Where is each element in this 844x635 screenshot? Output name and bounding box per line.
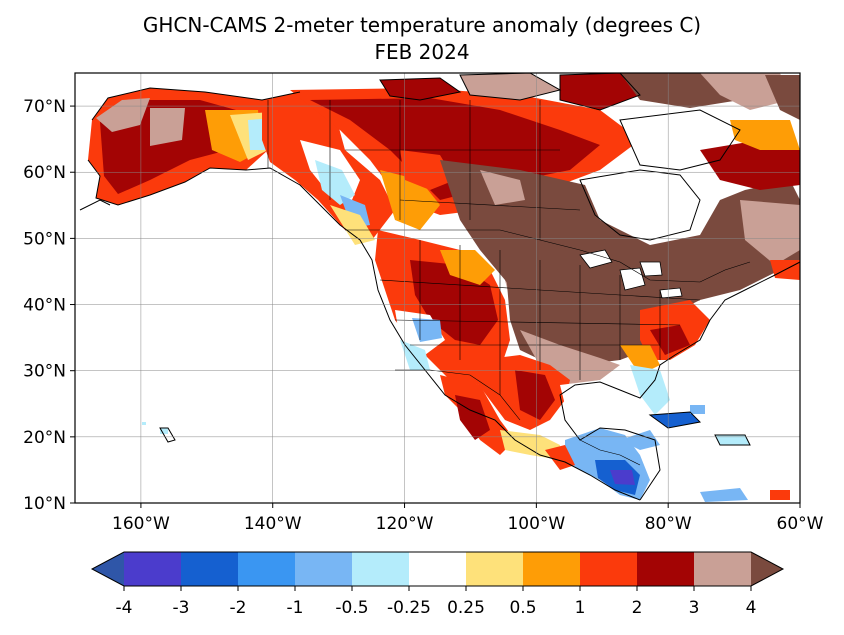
lon-tick-label: 100°W bbox=[507, 514, 565, 534]
colorbar-bin bbox=[181, 552, 239, 586]
lat-tick-label: 10°N bbox=[23, 494, 66, 514]
lat-tick-label: 50°N bbox=[23, 229, 66, 249]
colorbar-tick-label: 1 bbox=[575, 598, 586, 618]
colorbar-bin bbox=[694, 552, 752, 586]
colorbar-bin bbox=[352, 552, 410, 586]
lon-tick-label: 160°W bbox=[112, 514, 170, 534]
colorbar-tick-label: 0.5 bbox=[509, 598, 536, 618]
anomaly-field bbox=[88, 73, 800, 502]
colorbar-tick-label: -2 bbox=[230, 598, 247, 618]
lat-tick-label: 70°N bbox=[23, 97, 66, 117]
map-frame bbox=[74, 72, 801, 504]
colorbar-tick-label: 4 bbox=[746, 598, 757, 618]
political-borders bbox=[267, 100, 751, 466]
colorbar-tick-label: -1 bbox=[287, 598, 304, 618]
lat-tick-label: 30°N bbox=[23, 362, 66, 382]
colorbar-bin bbox=[637, 552, 695, 586]
coastlines bbox=[79, 73, 800, 501]
lat-tick-label: 20°N bbox=[23, 428, 66, 448]
lon-tick-label: 80°W bbox=[645, 514, 692, 534]
lon-tick-label: 120°W bbox=[376, 514, 434, 534]
lon-tick-label: 60°W bbox=[777, 514, 824, 534]
colorbar-tick-label: 3 bbox=[689, 598, 700, 618]
chart-title: GHCN-CAMS 2-meter temperature anomaly (d… bbox=[142, 13, 702, 37]
longitude-axis: 160°W 140°W 120°W 100°W 80°W 60°W bbox=[112, 503, 824, 534]
colorbar-tick-label: 2 bbox=[632, 598, 643, 618]
gridlines bbox=[75, 73, 800, 503]
chart-subtitle: FEB 2024 bbox=[374, 40, 470, 64]
colorbar-tick-label: -0.25 bbox=[387, 598, 431, 618]
lat-tick-label: 40°N bbox=[23, 296, 66, 316]
colorbar-bin bbox=[295, 552, 353, 586]
colorbar-bin bbox=[409, 552, 467, 586]
colorbar: -4 -3 -2 -1 -0.5 -0.25 0.25 0.5 1 2 3 4 bbox=[90, 551, 785, 618]
colorbar-bin bbox=[124, 552, 182, 586]
colorbar-tick-label: -4 bbox=[116, 598, 133, 618]
colorbar-tick-label: -0.5 bbox=[335, 598, 368, 618]
lon-tick-label: 140°W bbox=[244, 514, 302, 534]
colorbar-tick-label: -3 bbox=[173, 598, 190, 618]
colorbar-bin bbox=[523, 552, 581, 586]
colorbar-tick-label: 0.25 bbox=[447, 598, 485, 618]
colorbar-bin bbox=[238, 552, 296, 586]
colorbar-bin bbox=[466, 552, 524, 586]
colorbar-bin bbox=[580, 552, 638, 586]
lat-tick-label: 60°N bbox=[23, 163, 66, 183]
map-area bbox=[75, 73, 800, 503]
colorbar-over-triangle bbox=[751, 552, 783, 586]
colorbar-under-triangle bbox=[92, 552, 124, 586]
latitude-axis: 70°N 60°N 50°N 40°N 30°N 20°N 10°N bbox=[23, 97, 75, 514]
